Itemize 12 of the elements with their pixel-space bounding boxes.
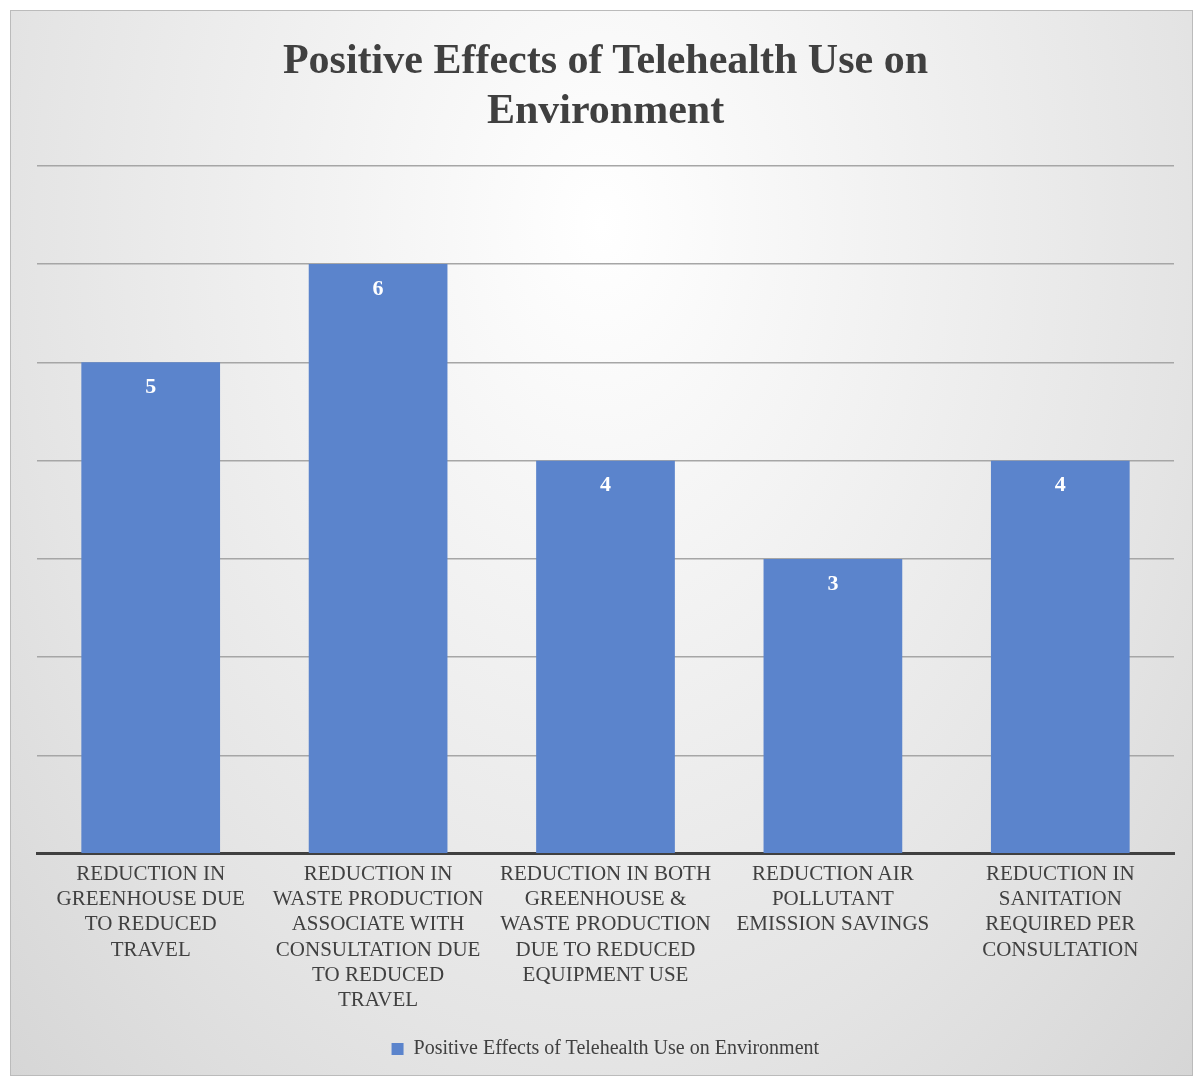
- x-tick-label: REDUCTION IN BOTH GREENHOUSE & WASTE PRODUCTION DUE TO REDUCED EQUIPMENT USE: [499, 860, 712, 986]
- chart-title: Positive Effects of Telehealth Use on Environment: [282, 36, 929, 133]
- data-label: 4: [1054, 471, 1066, 497]
- data-label: 6: [372, 274, 384, 300]
- x-tick-label: REDUCTION IN WASTE PRODUCTION ASSOCIATE WITH CONSULTATION DUE TO REDUCED TRAVEL: [272, 860, 484, 1011]
- data-label: 4: [600, 471, 611, 497]
- legend-label: Positive Effects of Telehealth Use on Environment: [413, 1036, 820, 1059]
- x-tick-label: REDUCTION IN SANITATION REQUIRED PER CONSULTATION: [982, 860, 1139, 961]
- data-label: 3: [827, 569, 839, 595]
- data-label: 5: [145, 373, 157, 399]
- x-tick-label: REDUCTION IN GREENHOUSE DUE TO REDUCED TRAVEL: [56, 860, 245, 961]
- x-tick-label: REDUCTION AIR POLLUTANT EMISSION SAVINGS: [736, 860, 930, 936]
